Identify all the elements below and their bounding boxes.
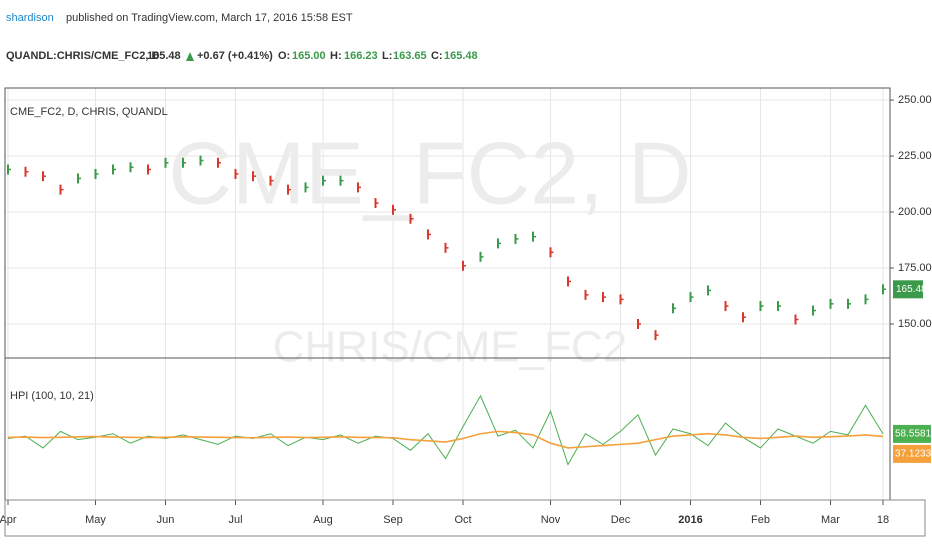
x-tick-label: Apr [0, 514, 17, 526]
indicator-title: HPI (100, 10, 21) [10, 390, 94, 402]
x-tick-label: Aug [313, 514, 333, 526]
hpi-line [7, 430, 884, 449]
y-tick-label: 250.00 [898, 94, 932, 106]
last-value-label: 37.1233 [895, 449, 932, 460]
y-tick-label: 225.00 [898, 150, 932, 162]
x-tick-label: Nov [541, 514, 561, 526]
x-tick-label: Jul [228, 514, 242, 526]
y-tick-label: 200.00 [898, 206, 932, 218]
open: 165.00 [292, 50, 326, 62]
axis-frame [4, 499, 926, 537]
last-price-label: 165.48 [896, 284, 927, 295]
last-value-box [893, 424, 931, 443]
high: 166.23 [344, 50, 378, 62]
last-price-box [893, 280, 923, 299]
x-tick-label: 18 [877, 514, 889, 526]
symbol-bar: QUANDL:CHRIS/CME_FC2, D 165.48 +0.67 (+0… [6, 50, 478, 62]
high-label: H: [330, 50, 342, 62]
x-tick-label: 2016 [678, 514, 702, 526]
last-value-label: 58.5581 [895, 429, 932, 440]
last-value-box [893, 444, 931, 463]
pane-title: CME_FC2, D, CHRIS, QUANDL [10, 106, 168, 118]
x-tick-label: Jun [157, 514, 175, 526]
watermark-2: CHRIS/CME_FC2 [273, 323, 628, 372]
x-tick-label: May [85, 514, 106, 526]
low: 163.65 [393, 50, 427, 62]
watermark: CME_FC2, D [168, 123, 691, 222]
low-label: L: [382, 50, 392, 62]
x-tick-label: Dec [611, 514, 631, 526]
author[interactable]: shardison [6, 12, 54, 24]
x-tick-label: Feb [751, 514, 770, 526]
x-tick-label: Oct [454, 514, 471, 526]
change: +0.67 (+0.41%) [197, 50, 273, 62]
y-tick-label: 175.00 [898, 262, 932, 274]
price: 165.48 [147, 50, 181, 62]
y-tick-label: 150.00 [898, 318, 932, 330]
published: published on TradingView.com, March 17, … [66, 12, 353, 24]
symbol: QUANDL:CHRIS/CME_FC2, D [6, 50, 159, 62]
chart-bg [0, 80, 932, 550]
close-label: C: [431, 50, 443, 62]
open-label: O: [278, 50, 290, 62]
up-arrow [186, 52, 194, 61]
x-tick-label: Sep [383, 514, 403, 526]
close: 165.48 [444, 50, 478, 62]
x-tick-label: Mar [821, 514, 840, 526]
